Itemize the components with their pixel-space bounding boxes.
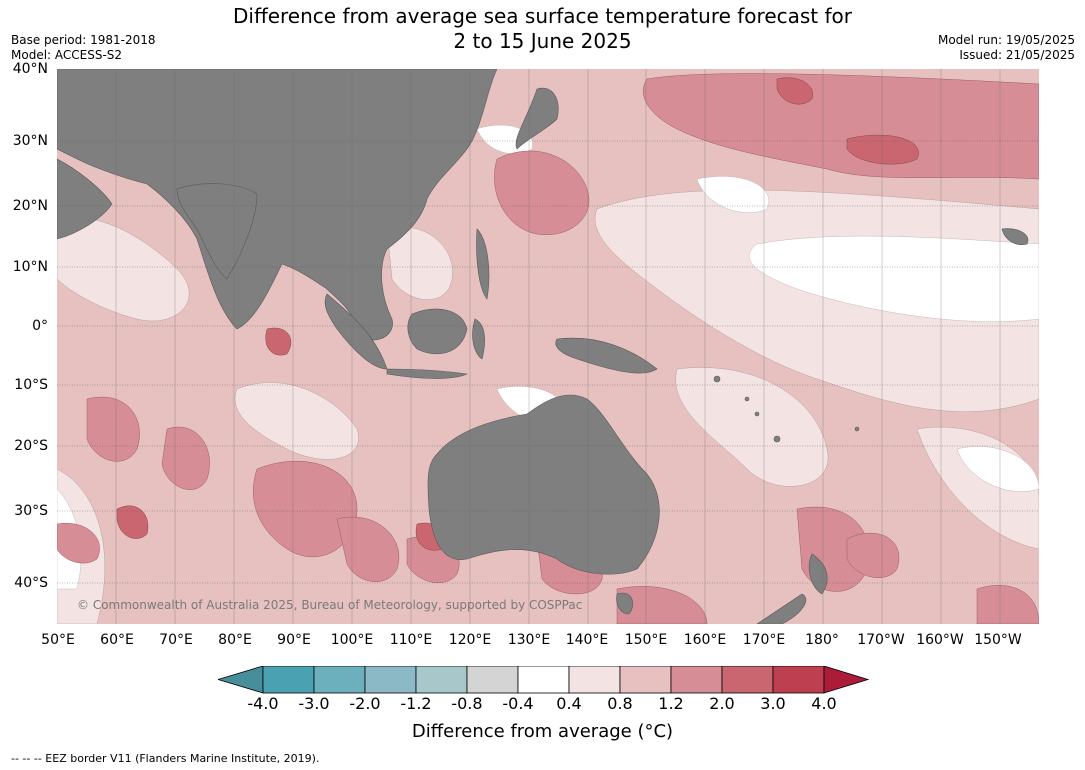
colorbar-segment (619, 666, 672, 694)
lon-label-60e: 60°E (100, 632, 134, 648)
colorbar-segment (466, 666, 519, 694)
model-name: Model: ACCESS-S2 (11, 48, 123, 62)
borneo-landmass (407, 308, 468, 355)
anomaly-zone-hot (116, 77, 919, 551)
lon-label-170e: 170°E (742, 632, 786, 648)
lon-label-160e: 160°E (683, 632, 727, 648)
colorbar-extend-low (218, 666, 264, 694)
colorbar-segment (313, 666, 366, 694)
colorbar-tick-label: -2.0 (349, 694, 381, 713)
lat-label-30s: 30°S (14, 503, 48, 519)
colorbar-tick-label: 0.4 (556, 694, 582, 713)
colorbar-segment (364, 666, 417, 694)
lon-label-150e: 150°E (624, 632, 668, 648)
colorbar-tick-label: 1.2 (658, 694, 684, 713)
anomaly-zone-neutral (57, 124, 1039, 590)
lat-label-20s: 20°S (14, 438, 48, 454)
colorbar-segment (670, 666, 723, 694)
lat-label-40s: 40°S (14, 575, 48, 591)
sumatra-landmass (324, 293, 388, 370)
base-period: Base period: 1981-2018 (11, 33, 156, 47)
colorbar-segment (721, 666, 774, 694)
lon-label-170w: 170°W (857, 632, 905, 648)
land-masses (57, 69, 1029, 624)
colorbar (218, 666, 870, 694)
new-guinea-landmass (555, 337, 658, 374)
lon-label-100e: 100°E (330, 632, 374, 648)
colorbar-tick-label: -4.0 (247, 694, 279, 713)
lon-label-90e: 90°E (277, 632, 311, 648)
sulawesi-landmass (472, 318, 485, 360)
lat-label-equator: 0° (32, 318, 48, 334)
lon-label-180: 180° (805, 632, 839, 648)
lon-label-70e: 70°E (159, 632, 193, 648)
colorbar-segment (772, 666, 825, 694)
lat-label-10n: 10°N (12, 259, 48, 275)
map-canvas (57, 69, 1039, 624)
lat-label-20n: 20°N (12, 198, 48, 214)
hawaii-islands (1001, 228, 1029, 246)
issued-date: Issued: 21/05/2025 (959, 48, 1075, 62)
colorbar-tick-label: 0.8 (607, 694, 633, 713)
colorbar-segment (415, 666, 468, 694)
colorbar-tick-label: 2.0 (709, 694, 735, 713)
asia-landmass (57, 69, 498, 341)
model-run: Model run: 19/05/2025 (937, 33, 1075, 47)
model-info: Base period: 1981-2018 Model: ACCESS-S2 (11, 33, 156, 63)
colorbar-segment (262, 666, 315, 694)
colorbar-extend-high (823, 666, 870, 694)
philippines-landmass (476, 228, 490, 300)
lon-label-160w: 160°W (916, 632, 964, 648)
copyright-notice: © Commonwealth of Australia 2025, Bureau… (77, 598, 583, 612)
lon-label-140e: 140°E (565, 632, 609, 648)
title-line-2: 2 to 15 June 2025 (453, 29, 632, 53)
sst-anomaly-map (57, 69, 1039, 624)
colorbar-tick-label: -3.0 (298, 694, 330, 713)
colorbar-tick-label: -0.4 (502, 694, 534, 713)
arabia-landmass (57, 158, 113, 240)
new-zealand-north-island (808, 553, 828, 595)
japan-landmass (515, 87, 559, 150)
lon-label-150w: 150°W (974, 632, 1022, 648)
lon-label-110e: 110°E (389, 632, 433, 648)
lon-label-50e: 50°E (41, 632, 75, 648)
australia-landmass (427, 394, 660, 575)
lon-label-80e: 80°E (218, 632, 252, 648)
colorbar-title: Difference from average (°C) (411, 721, 674, 742)
lat-label-40n: 40°N (12, 61, 48, 77)
colorbar-tick-label: -1.2 (400, 694, 432, 713)
lat-label-10s: 10°S (14, 377, 48, 393)
anomaly-zone-warm (57, 73, 1039, 624)
colorbar-tick-label: 4.0 (811, 694, 837, 713)
colorbar-tick-label: -0.8 (451, 694, 483, 713)
lon-label-130e: 130°E (507, 632, 551, 648)
tasmania-landmass (616, 592, 633, 615)
run-info: Model run: 19/05/2025 Issued: 21/05/2025 (938, 33, 1075, 63)
eez-border-note: -- -- -- EEZ border V11 (Flanders Marine… (11, 752, 320, 765)
colorbar-tick-label: 3.0 (760, 694, 786, 713)
india-landmass (176, 183, 258, 280)
lat-label-30n: 30°N (12, 133, 48, 149)
lon-label-120e: 120°E (448, 632, 492, 648)
graticule-meridians (115, 69, 1001, 624)
chart-title: Difference from average sea surface temp… (0, 4, 1085, 54)
java-landmass (386, 368, 469, 379)
colorbar-segment (517, 666, 570, 694)
colorbar-segment (568, 666, 621, 694)
new-zealand-south-island (756, 593, 807, 624)
title-line-1: Difference from average sea surface temp… (232, 4, 852, 28)
graticule-parallels (57, 140, 1039, 584)
